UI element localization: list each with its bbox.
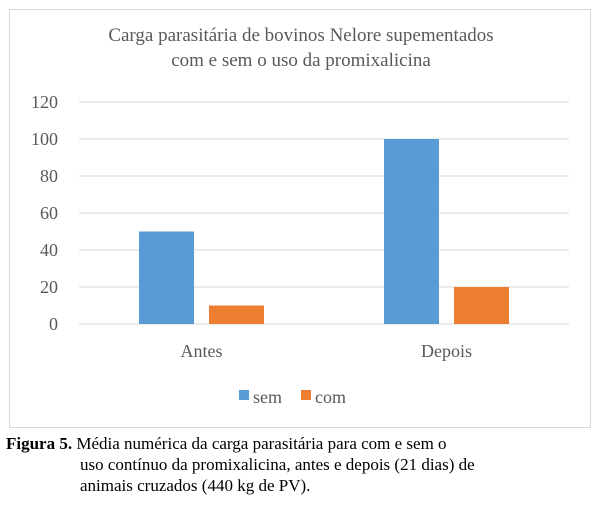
bar-com-antes [209, 305, 264, 324]
y-tick-label: 20 [40, 277, 58, 297]
y-tick-label: 40 [40, 240, 58, 260]
bar-sem-antes [139, 231, 194, 324]
bar-com-depois [454, 287, 509, 324]
chart-title-line-2: com e sem o uso da promixalicina [171, 50, 431, 71]
caption-line-2: uso contínuo da promixalicina, antes e d… [80, 455, 475, 474]
figure-caption: Figura 5. Média numérica da carga parasi… [6, 433, 596, 496]
legend-swatch-sem [239, 390, 249, 400]
y-tick-label: 80 [40, 166, 58, 186]
bars [139, 139, 509, 324]
caption-label: Figura 5. [6, 434, 73, 453]
y-tick-label: 120 [31, 92, 58, 112]
caption-line-3: animais cruzados (440 kg de PV). [80, 476, 311, 495]
x-category-label: Depois [421, 341, 472, 361]
caption-line-1: Média numérica da carga parasitária para… [76, 434, 447, 453]
chart-frame [9, 9, 591, 428]
bar-sem-depois [384, 139, 439, 324]
x-category-label: Antes [181, 341, 223, 361]
legend: sem com [239, 387, 346, 407]
y-tick-label: 0 [49, 314, 58, 334]
y-tick-label: 100 [31, 129, 58, 149]
legend-label-sem: sem [253, 387, 282, 407]
chart-title-line-1: Carga parasitária de bovinos Nelore supe… [108, 25, 493, 46]
y-tick-label: 60 [40, 203, 58, 223]
y-axis-ticks: 0 20 40 60 80 100 120 [31, 92, 58, 334]
bar-chart: Carga parasitária de bovinos Nelore supe… [31, 25, 569, 407]
x-axis-categories: Antes Depois [181, 341, 473, 361]
legend-swatch-com [301, 390, 311, 400]
legend-label-com: com [315, 387, 346, 407]
